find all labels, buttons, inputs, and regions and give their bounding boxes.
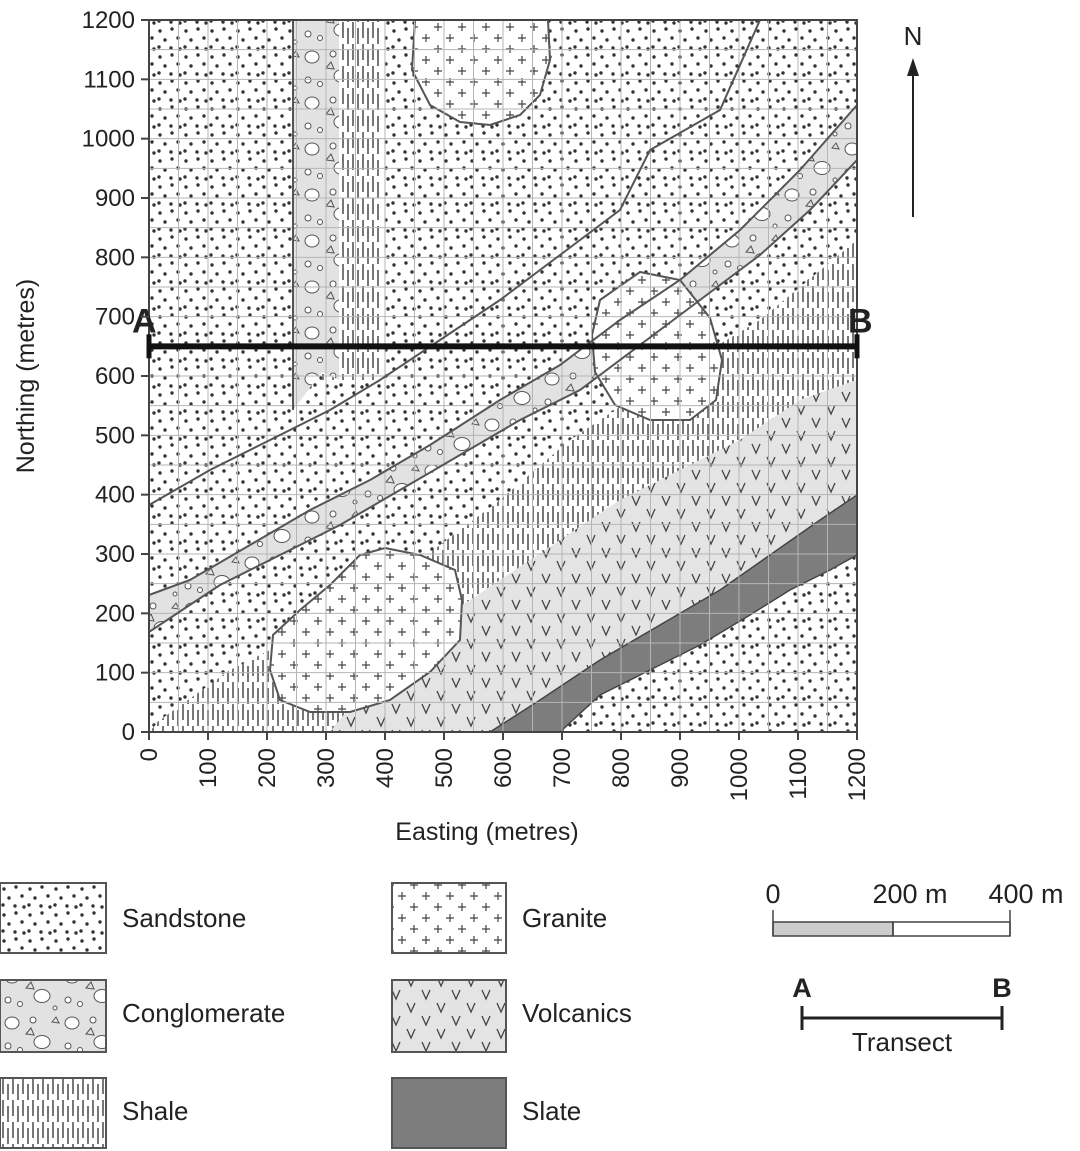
geologic-contacts <box>149 20 857 633</box>
legend-label-sandstone: Sandstone <box>122 903 246 933</box>
legend-item-granite: Granite <box>391 882 607 954</box>
scale-bar-segment-2 <box>892 921 1011 937</box>
x-tick-label: 900 <box>667 748 694 788</box>
y-tick-label: 1000 <box>82 126 135 153</box>
volcanics-swatch <box>391 979 507 1053</box>
x-tick-label: 500 <box>431 748 458 788</box>
north-label: N <box>904 21 923 51</box>
shale-swatch <box>0 1077 107 1149</box>
scale-label-400: 400 m <box>988 879 1063 909</box>
transect-key-end: B <box>992 973 1012 1003</box>
scale-bar: 0 200 m 400 m <box>765 879 1064 937</box>
x-axis-title: Easting (metres) <box>395 818 578 846</box>
x-tick-label: 300 <box>313 748 340 788</box>
transect-start-label: A <box>132 302 157 340</box>
legend-item-sandstone: Sandstone <box>0 882 246 954</box>
y-tick-label: 100 <box>95 660 135 687</box>
y-tick-label: 0 <box>122 719 135 746</box>
transect-key-start: A <box>792 973 812 1003</box>
legend: Sandstone Granite Conglomerate Volcanics… <box>0 882 632 1149</box>
x-tick-label: 600 <box>490 748 517 788</box>
transect-key: A B Transect <box>792 973 1012 1057</box>
legend-label-conglomerate: Conglomerate <box>122 998 285 1028</box>
legend-label-shale: Shale <box>122 1096 189 1126</box>
x-tick-label: 0 <box>136 748 163 761</box>
north-arrow: N <box>904 21 923 217</box>
slate-swatch <box>391 1077 507 1149</box>
x-tick-label: 800 <box>608 748 635 788</box>
transect-line <box>146 334 860 359</box>
conglomerate-vertical-band <box>293 20 339 410</box>
map-grid <box>149 20 857 732</box>
map-area: A B <box>132 19 873 733</box>
scale-label-200: 200 m <box>872 879 947 909</box>
granite-body-north <box>410 20 552 127</box>
transect-key-label: Transect <box>852 1027 953 1057</box>
shale-diagonal-band <box>149 240 857 732</box>
x-tick-label: 1100 <box>785 748 812 800</box>
legend-item-volcanics: Volcanics <box>391 979 632 1053</box>
x-tick-label: 400 <box>372 748 399 788</box>
legend-item-conglomerate: Conglomerate <box>0 979 285 1053</box>
y-axis-title: Northing (metres) <box>12 279 40 474</box>
y-tick-label: 300 <box>95 541 135 568</box>
legend-label-granite: Granite <box>522 903 607 933</box>
conglomerate-swatch <box>0 979 107 1053</box>
scale-bar-segment-1 <box>772 921 894 937</box>
granite-swatch <box>391 882 507 954</box>
x-tick-label: 1000 <box>726 748 753 801</box>
x-tick-label: 700 <box>549 748 576 788</box>
conglomerate-diagonal-band <box>149 105 857 632</box>
north-arrow-icon <box>907 58 919 76</box>
legend-label-slate: Slate <box>522 1096 581 1126</box>
y-axis-ticks: 0 100 200 300 400 500 600 700 800 900 1000 1100 1200 <box>82 7 149 746</box>
volcanics-band <box>330 380 857 732</box>
transect-end-label: B <box>848 302 873 340</box>
x-tick-label: 200 <box>254 748 281 788</box>
legend-item-slate: Slate <box>391 1077 581 1149</box>
legend-label-volcanics: Volcanics <box>522 998 632 1028</box>
scale-label-0: 0 <box>765 879 780 909</box>
x-axis-ticks: 0 100 200 300 400 500 600 700 800 900 1000 1100 1200 <box>136 732 871 801</box>
y-tick-label: 600 <box>95 363 135 390</box>
y-tick-label: 400 <box>95 482 135 509</box>
y-tick-label: 200 <box>95 600 135 627</box>
y-tick-label: 1200 <box>82 7 135 34</box>
y-tick-label: 900 <box>95 185 135 212</box>
y-tick-label: 500 <box>95 422 135 449</box>
y-tick-label: 800 <box>95 244 135 271</box>
y-tick-label: 700 <box>95 304 135 331</box>
y-tick-label: 1100 <box>83 66 135 93</box>
legend-item-shale: Shale <box>0 1077 189 1149</box>
x-tick-label: 100 <box>195 748 222 788</box>
x-tick-label: 1200 <box>844 748 871 801</box>
sandstone-swatch <box>0 882 107 954</box>
